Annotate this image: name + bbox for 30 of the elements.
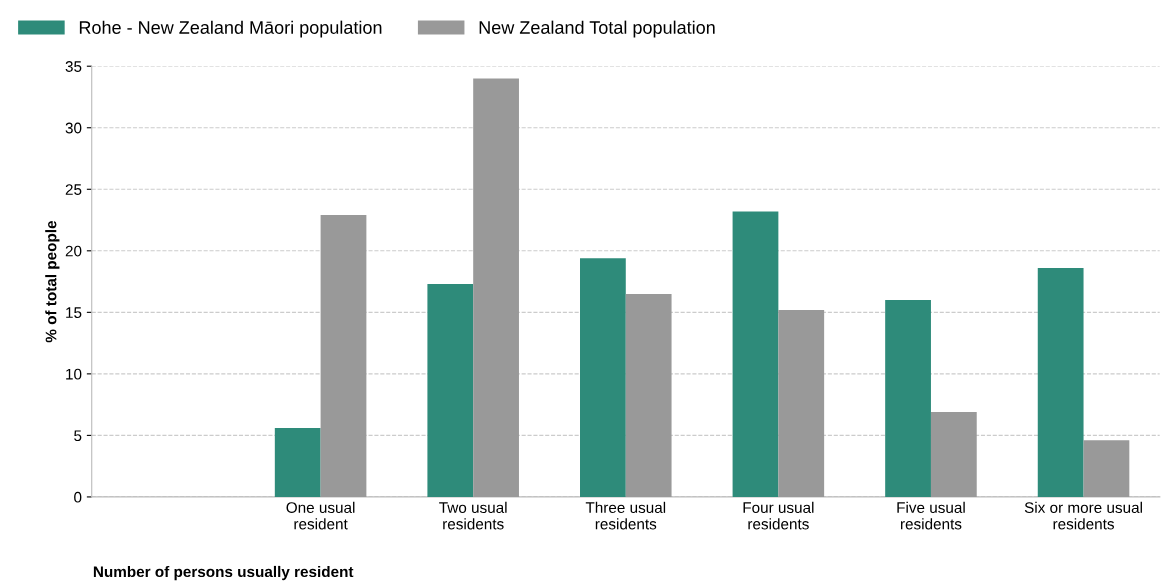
bar — [320, 215, 367, 497]
bar — [580, 258, 626, 497]
bar — [732, 211, 779, 497]
y-tick-label: 20 — [65, 245, 82, 257]
x-tick-label: Three usual residents — [585, 501, 666, 530]
bar — [1083, 440, 1130, 497]
legend-label: Rohe - New Zealand Māori population — [79, 20, 382, 38]
y-tick-label: 5 — [74, 430, 82, 442]
bar — [625, 293, 672, 497]
y-tick-label: 0 — [74, 491, 82, 503]
legend-label: New Zealand Total population — [479, 20, 715, 38]
bar — [930, 412, 977, 497]
bar — [274, 428, 321, 497]
y-tick-label: 15 — [66, 307, 82, 319]
x-tick-label: Five usual residents — [897, 501, 965, 530]
bar — [778, 309, 825, 497]
x-tick-label: Four usual residents — [743, 501, 814, 530]
bar — [1037, 268, 1084, 497]
x-tick-label: Two usual residents — [439, 501, 507, 530]
bar — [427, 284, 474, 497]
y-axis-title: % of total people — [45, 220, 60, 343]
x-axis-title: Number of persons usually resident — [93, 565, 354, 581]
y-tick-label: 30 — [65, 122, 82, 134]
bar — [885, 300, 931, 497]
y-tick-label: 10 — [66, 368, 82, 380]
x-tick-label: One usual resident — [286, 501, 355, 530]
y-tick-label: 35 — [65, 61, 82, 72]
y-tick-label: 25 — [65, 184, 82, 195]
bar — [473, 78, 519, 497]
x-tick-label: Six or more usual residents — [1024, 501, 1142, 530]
